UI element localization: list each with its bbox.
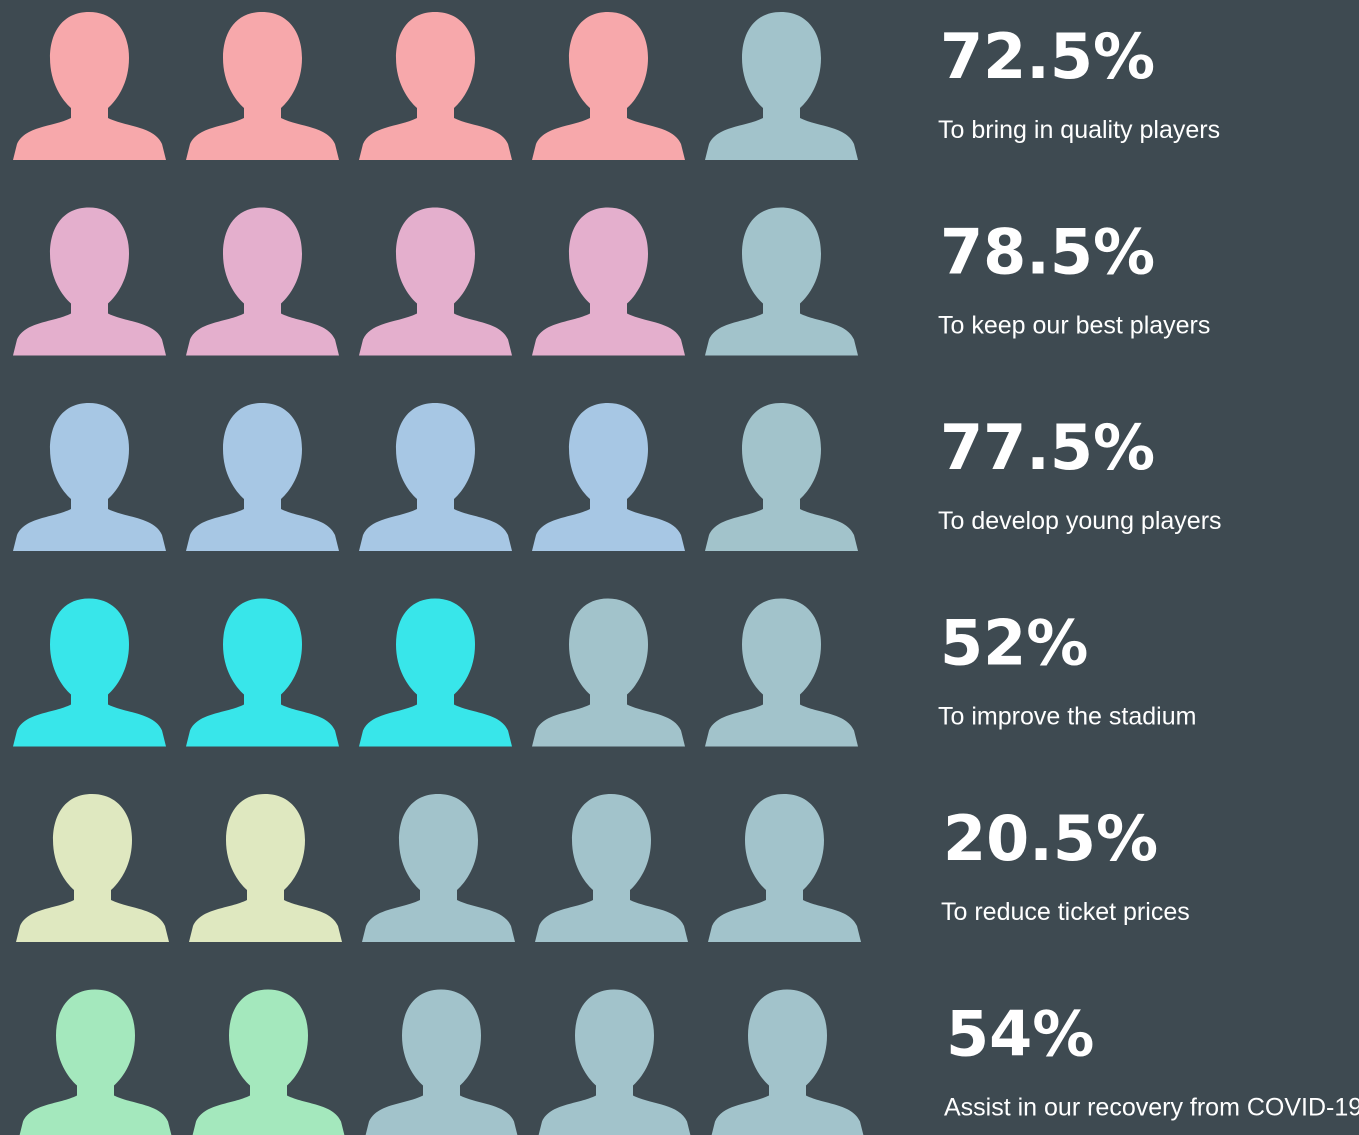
reason-label: To reduce ticket prices — [941, 898, 1190, 926]
reason-label: To improve the stadium — [938, 703, 1196, 731]
person-icon-filled — [186, 207, 339, 356]
person-icon-filled — [186, 598, 339, 747]
person-icon-empty — [705, 403, 858, 551]
person-icon-filled — [359, 403, 512, 551]
person-icon-filled — [189, 794, 342, 942]
percentage: 52% — [940, 607, 1088, 680]
person-icon-filled — [13, 207, 166, 356]
person-icon-filled — [13, 12, 166, 160]
reason-label: To bring in quality players — [938, 116, 1220, 144]
percentage: 78.5% — [940, 216, 1155, 289]
person-icon-empty — [532, 598, 685, 747]
person-icon-empty — [711, 989, 864, 1135]
reason-label: Assist in our recovery from COVID-19 — [944, 1094, 1359, 1122]
person-icon-filled — [19, 989, 172, 1135]
person-icon-filled — [532, 12, 685, 160]
percentage: 20.5% — [943, 802, 1158, 875]
person-icon-filled — [186, 12, 339, 160]
person-icon-filled — [532, 207, 685, 356]
person-icon-filled — [16, 794, 169, 942]
percentage: 77.5% — [940, 411, 1155, 484]
person-icon-empty — [705, 12, 858, 160]
reason-label: To keep our best players — [938, 312, 1210, 340]
person-icon-empty — [535, 794, 688, 942]
person-icon-filled — [532, 403, 685, 551]
reason-label: To develop young players — [938, 507, 1222, 535]
person-icon-empty — [705, 598, 858, 747]
percentage: 72.5% — [940, 20, 1155, 93]
person-icon-filled — [359, 207, 512, 356]
person-icon-empty — [365, 989, 518, 1135]
person-icon-filled — [192, 989, 345, 1135]
person-icon-filled — [359, 12, 512, 160]
person-icon-empty — [705, 207, 858, 356]
percentage: 54% — [946, 998, 1094, 1071]
person-icon-filled — [13, 403, 166, 551]
person-icon-filled — [359, 598, 512, 747]
person-icon-filled — [13, 598, 166, 747]
person-icon-empty — [708, 794, 861, 942]
person-icon-filled — [186, 403, 339, 551]
person-icon-empty — [362, 794, 515, 942]
person-icon-empty — [538, 989, 691, 1135]
